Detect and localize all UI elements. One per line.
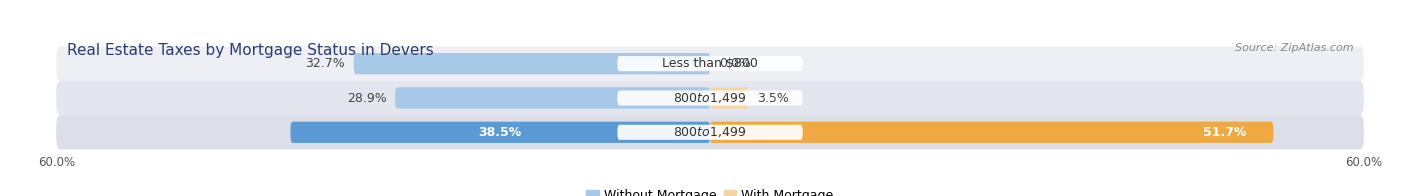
FancyBboxPatch shape	[617, 125, 803, 140]
FancyBboxPatch shape	[56, 115, 1364, 150]
FancyBboxPatch shape	[354, 53, 710, 74]
Text: 3.5%: 3.5%	[756, 92, 789, 104]
Text: 0.0%: 0.0%	[718, 57, 751, 70]
FancyBboxPatch shape	[710, 87, 748, 109]
FancyBboxPatch shape	[395, 87, 710, 109]
FancyBboxPatch shape	[710, 122, 1274, 143]
FancyBboxPatch shape	[617, 91, 803, 106]
Text: 28.9%: 28.9%	[347, 92, 387, 104]
Text: 38.5%: 38.5%	[478, 126, 522, 139]
FancyBboxPatch shape	[291, 122, 710, 143]
FancyBboxPatch shape	[617, 56, 803, 71]
Legend: Without Mortgage, With Mortgage: Without Mortgage, With Mortgage	[581, 184, 839, 196]
Text: $800 to $1,499: $800 to $1,499	[673, 91, 747, 105]
Text: Less than $800: Less than $800	[662, 57, 758, 70]
Text: Real Estate Taxes by Mortgage Status in Devers: Real Estate Taxes by Mortgage Status in …	[66, 43, 433, 58]
Text: 32.7%: 32.7%	[305, 57, 344, 70]
FancyBboxPatch shape	[56, 81, 1364, 115]
Text: $800 to $1,499: $800 to $1,499	[673, 125, 747, 139]
Text: 51.7%: 51.7%	[1202, 126, 1246, 139]
FancyBboxPatch shape	[56, 47, 1364, 81]
Text: Source: ZipAtlas.com: Source: ZipAtlas.com	[1234, 43, 1354, 53]
